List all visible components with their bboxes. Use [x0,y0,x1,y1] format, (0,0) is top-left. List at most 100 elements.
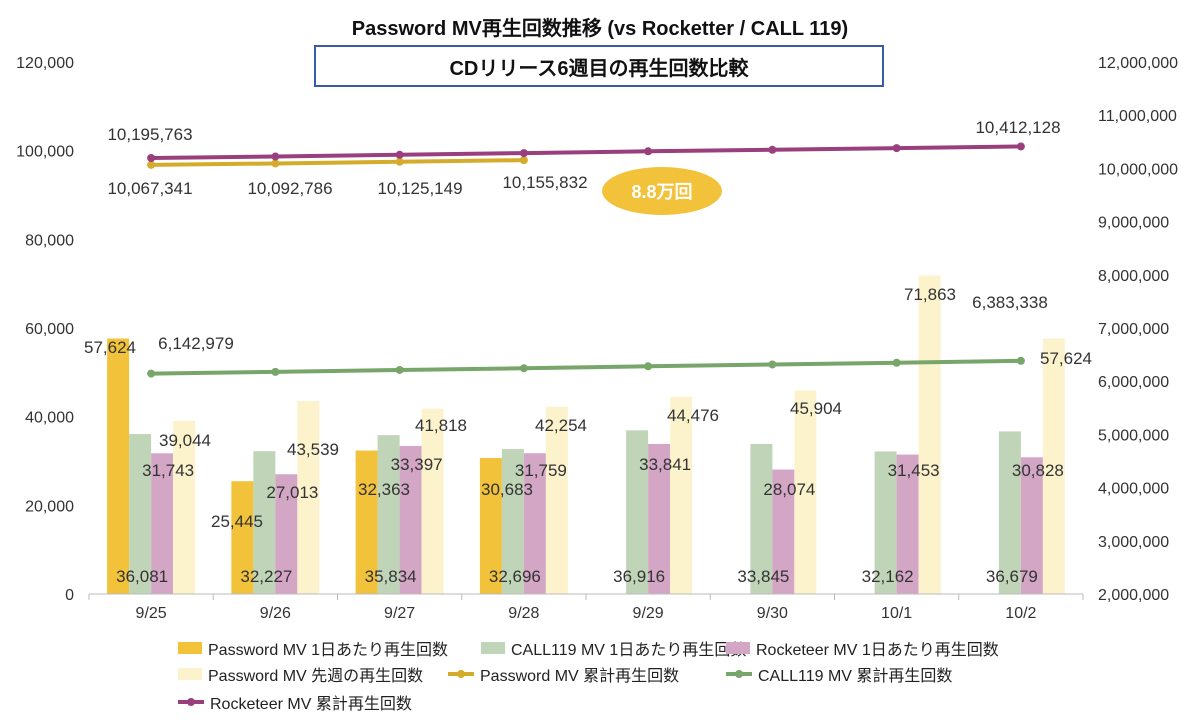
series-point [768,360,777,369]
data-label: 44,476 [667,406,719,425]
data-label: 57,624 [1040,349,1092,368]
data-label: 10,092,786 [247,179,332,198]
data-label: 41,818 [415,416,467,435]
y-right-tick-label: 6,000,000 [1098,374,1169,391]
bar [626,430,649,594]
bar [355,450,378,594]
data-label: 10,155,832 [502,173,587,192]
bar [501,449,524,594]
data-label: 36,081 [116,567,168,586]
y-right-tick-label: 7,000,000 [1098,321,1169,338]
series-line [151,358,1021,376]
legend-item: Password MV 1日あたり再生回数 [178,636,448,660]
series-point [395,157,404,166]
bar [545,406,568,594]
y-right-tick-label: 10,000,000 [1098,161,1178,178]
x-tick-label: 10/1 [881,605,912,622]
data-label: 35,834 [365,567,417,586]
data-label: 42,254 [535,416,587,435]
bar [253,451,276,594]
bar [107,338,130,594]
y-left-tick-label: 0 [65,587,74,604]
bar [479,457,502,594]
legend-item: Rocketeer MV 1日あたり再生回数 [726,636,999,660]
series-line [151,158,524,167]
y-right-tick-label: 11,000,000 [1098,108,1177,125]
y-left-tick-label: 40,000 [25,410,74,427]
bar [297,400,320,594]
y-left-tick-label: 60,000 [25,321,74,338]
legend-label: CALL119 MV 1日あたり再生回数 [511,642,747,659]
data-label: 33,845 [737,567,789,586]
series-point [519,149,528,158]
y-right-tick-label: 8,000,000 [1098,268,1169,285]
data-label: 10,412,128 [975,118,1060,137]
series-point [644,362,653,371]
data-label: 30,828 [1012,461,1064,480]
data-label: 31,453 [888,461,940,480]
bar [794,390,817,594]
series-point [1016,356,1025,365]
legend-label: Password MV 1日あたり再生回数 [208,642,449,659]
series-point [519,156,528,165]
bar [1020,457,1043,594]
data-label: 25,445 [211,512,263,531]
x-tick-label: 9/25 [136,605,167,622]
legend-item: CALL119 MV 1日あたり再生回数 [481,636,746,660]
bar [275,474,298,594]
series-point [395,150,404,159]
data-label: 31,759 [515,461,567,480]
legend-label: Password MV 先週の再生回数 [208,668,424,685]
x-tick-label: 9/29 [633,605,664,622]
x-tick-label: 9/27 [384,605,415,622]
bar [523,453,546,594]
data-label: 10,067,341 [107,179,192,198]
series-point [147,153,156,162]
bar [129,434,152,594]
x-tick-label: 10/2 [1005,605,1036,622]
x-tick-label: 9/26 [260,605,291,622]
series-point [271,152,280,161]
legend-item: Password MV 累計再生回数 [448,662,679,686]
y-left-tick-label: 80,000 [25,232,74,249]
annotation-label: 8.8万回 [631,182,692,202]
data-label: 10,125,149 [377,179,462,198]
data-label: 36,679 [986,567,1038,586]
chart-title: Password MV再生回数推移 (vs Rocketter / CALL 1… [351,18,849,40]
series-point [147,369,156,378]
series-point [147,160,156,169]
bar [772,469,795,594]
y-left-tick-label: 120,000 [16,55,74,72]
chart-subtitle: CDリリース6週目の再生回数比較 [314,45,884,87]
data-label: 43,539 [287,440,339,459]
data-label: 30,683 [481,480,533,499]
data-label: 32,363 [358,480,410,499]
bar [173,420,196,594]
series-point [892,144,901,153]
annotation-bubble [602,167,722,215]
y-right-tick-label: 12,000,000 [1098,55,1178,72]
data-label: 32,162 [862,567,914,586]
legend-item: CALL119 MV 累計再生回数 [726,662,952,686]
series-point [892,358,901,367]
series-line [151,144,1021,160]
data-label: 45,904 [790,399,842,418]
data-label: 6,383,338 [972,293,1048,312]
y-right-tick-label: 3,000,000 [1098,534,1169,551]
legend-label: CALL119 MV 累計再生回数 [758,668,953,685]
data-label: 36,916 [613,567,665,586]
data-label: 32,696 [489,567,541,586]
legend-swatch [481,642,505,654]
y-right-tick-label: 4,000,000 [1098,481,1169,498]
legend-swatch [726,670,752,678]
legend-label: Password MV 累計再生回数 [480,668,680,685]
x-tick-label: 9/28 [508,605,539,622]
series-point [395,365,404,374]
series-point [271,367,280,376]
bar [1042,338,1065,594]
bar [399,445,422,594]
series-point [271,159,280,168]
y-right-tick-label: 5,000,000 [1098,427,1169,444]
legend-swatch [726,642,750,654]
